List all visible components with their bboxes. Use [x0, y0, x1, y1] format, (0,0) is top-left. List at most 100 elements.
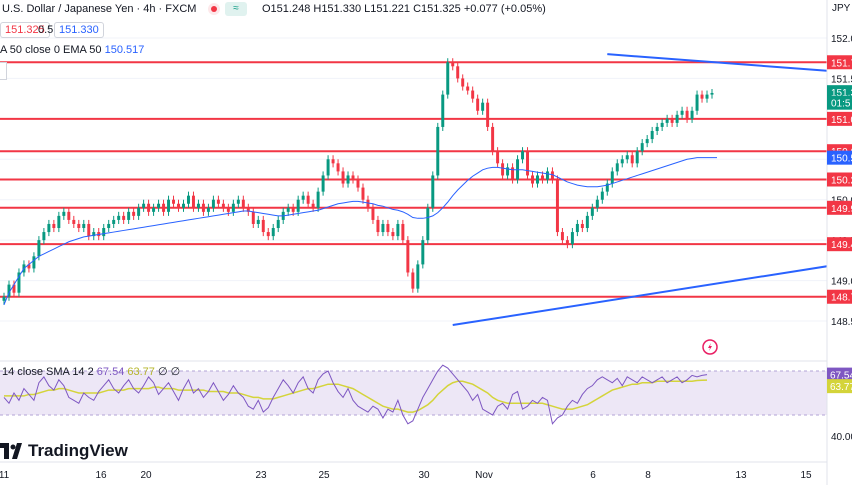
- candle-body: [62, 211, 66, 216]
- candle-body: [401, 223, 405, 241]
- price-label: 149.9: [831, 204, 852, 215]
- candle-body: [132, 211, 136, 216]
- candle-body: [276, 219, 280, 229]
- time-tick-label: 30: [418, 470, 430, 481]
- tradingview-logo[interactable]: TradingView: [0, 437, 128, 465]
- candle-body: [650, 130, 654, 140]
- candle-body: [521, 151, 525, 160]
- rsi-legend-extra: ∅ ∅: [157, 366, 181, 378]
- candle-body: [645, 139, 649, 144]
- candle-body: [172, 199, 176, 204]
- buy-button[interactable]: 151.330: [54, 22, 104, 38]
- candle-body: [246, 207, 250, 212]
- time-tick-label: 25: [318, 470, 330, 481]
- rsi-label: 67.54: [830, 371, 852, 382]
- candle-body: [206, 207, 210, 212]
- legend-toggle[interactable]: [0, 62, 7, 80]
- candle-body: [700, 94, 704, 99]
- candle-body: [640, 143, 644, 152]
- market-status-icon[interactable]: [207, 2, 221, 16]
- candle-body: [296, 199, 300, 212]
- symbol-title[interactable]: U.S. Dollar / Japanese Yen · 4h · FXCM: [2, 3, 197, 15]
- candle-body: [416, 264, 420, 289]
- candle-body: [127, 211, 131, 220]
- candle-body: [321, 175, 325, 192]
- price-label-box: [827, 172, 852, 187]
- candle-body: [271, 228, 275, 237]
- rsi-legend-value: 67.54: [96, 366, 125, 378]
- candle-body: [545, 171, 549, 180]
- candle-body: [491, 126, 495, 152]
- candle-body: [37, 240, 41, 257]
- candle-body: [117, 215, 121, 220]
- ema-legend[interactable]: A 50 close 0 EMA 50 150.517: [0, 44, 144, 56]
- candle-body: [162, 203, 166, 212]
- candle-body: [675, 114, 679, 123]
- candle-body: [336, 163, 340, 172]
- candle-body: [486, 102, 490, 127]
- candle-body: [92, 232, 96, 237]
- price-label: 150.5: [831, 154, 852, 165]
- lightning-icon: [702, 339, 718, 355]
- candle-body: [451, 62, 455, 67]
- price-label-box: [827, 111, 852, 126]
- candle-body: [456, 66, 460, 79]
- time-tick-label: Nov: [475, 470, 493, 481]
- candle-body: [186, 195, 190, 204]
- candle-body: [72, 219, 76, 224]
- candle-body: [42, 232, 46, 241]
- price-label: 151.3: [831, 88, 852, 99]
- price-label-box: [827, 55, 852, 70]
- candle-body: [216, 199, 220, 204]
- ohlc-values: O151.248 H151.330 L151.221 C151.325 +0.0…: [262, 3, 546, 15]
- time-tick-label: 11: [0, 470, 10, 481]
- tradingview-name: TradingView: [28, 441, 128, 460]
- time-tick-label: 13: [735, 470, 747, 481]
- candle-body: [441, 94, 445, 127]
- price-label: 151.0: [831, 115, 852, 126]
- rsi-legend[interactable]: 14 close SMA 14 2 67.54 63.77 ∅ ∅: [2, 365, 180, 378]
- candle-body: [157, 203, 161, 208]
- candle-body: [386, 223, 390, 233]
- candle-body: [256, 219, 260, 224]
- candle-body: [177, 203, 180, 208]
- candle-body: [710, 92, 714, 95]
- sell-button[interactable]: 151.325: [0, 22, 50, 38]
- candle-body: [57, 215, 61, 229]
- candle-body: [47, 223, 51, 233]
- candle-body: [531, 175, 534, 184]
- candle-body: [167, 199, 171, 212]
- candle-body: [560, 232, 564, 241]
- ema-legend-label: A 50 close 0 EMA 50: [0, 44, 102, 56]
- candle-body: [147, 203, 151, 212]
- candle-body: [356, 179, 360, 188]
- candle-body: [630, 155, 634, 164]
- price-label: 148.7: [831, 293, 852, 304]
- rsi-sma-legend-value: 63.77: [127, 366, 155, 378]
- candle-body: [610, 171, 614, 184]
- candle-body: [102, 228, 106, 237]
- candle-body: [137, 207, 141, 216]
- candle-body: [436, 126, 440, 176]
- candle-body: [570, 232, 574, 245]
- candle-body: [466, 86, 470, 91]
- candle-body: [381, 223, 385, 233]
- price-tick-label: 149.0: [831, 277, 852, 288]
- candle-body: [705, 94, 709, 99]
- candle-body: [471, 90, 475, 99]
- candle-body: [511, 167, 515, 180]
- price-axis: 152.0151.5151.0150.5150.0149.5149.0148.5…: [827, 34, 852, 443]
- candle-body: [341, 171, 345, 184]
- candle-body: [695, 94, 699, 111]
- candle-body: [236, 199, 240, 204]
- candle-body: [396, 223, 400, 237]
- ema50-series: [3, 157, 717, 306]
- candle-body: [620, 159, 624, 164]
- rsi-series: [3, 364, 708, 425]
- wave-badge-icon[interactable]: ≈: [225, 2, 247, 16]
- time-axis: 11 16 20 23 25 30 Nov 6 8 13 15: [0, 470, 812, 481]
- candle-body: [211, 199, 215, 208]
- ema-line: [3, 157, 717, 306]
- candle-body: [605, 183, 609, 192]
